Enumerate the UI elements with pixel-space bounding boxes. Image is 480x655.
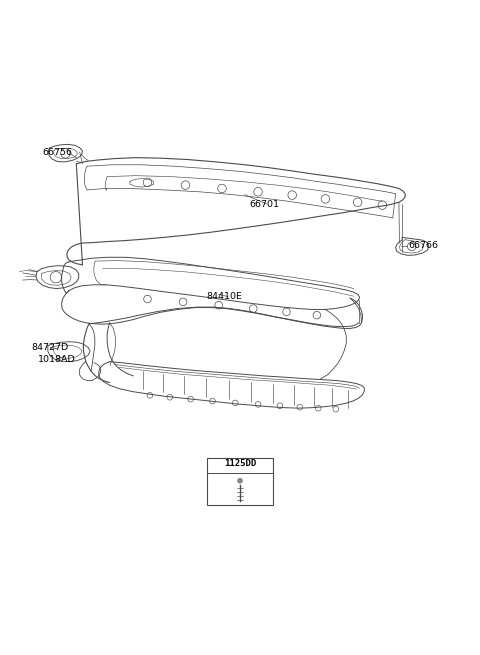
Text: 66756: 66756	[42, 149, 72, 157]
Text: 84410E: 84410E	[207, 292, 243, 301]
Text: 1125DD: 1125DD	[224, 459, 256, 468]
Text: 1018AD: 1018AD	[38, 355, 76, 364]
Circle shape	[237, 478, 243, 483]
Text: 84727D: 84727D	[31, 343, 69, 352]
Text: 66766: 66766	[408, 242, 438, 250]
Text: 66701: 66701	[250, 200, 279, 209]
Bar	[207, 458, 273, 506]
